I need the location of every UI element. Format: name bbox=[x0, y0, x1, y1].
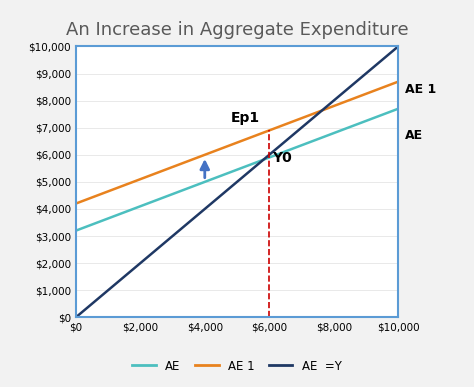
AE 1 bbox=[73, 201, 79, 206]
AE =Y bbox=[395, 44, 401, 49]
AE =Y bbox=[270, 149, 276, 154]
AE bbox=[264, 156, 270, 161]
AE =Y bbox=[74, 314, 80, 319]
AE 1 bbox=[264, 129, 270, 134]
Line: AE 1: AE 1 bbox=[76, 82, 398, 204]
AE 1 bbox=[345, 99, 350, 103]
AE 1 bbox=[270, 127, 276, 131]
Line: AE: AE bbox=[76, 109, 398, 231]
Title: An Increase in Aggregate Expenditure: An Increase in Aggregate Expenditure bbox=[66, 21, 408, 39]
Text: Ep1: Ep1 bbox=[230, 111, 260, 125]
Legend: AE, AE 1, AE  =Y: AE, AE 1, AE =Y bbox=[128, 355, 346, 377]
AE 1 bbox=[395, 79, 401, 84]
Text: AE: AE bbox=[405, 129, 423, 142]
AE bbox=[265, 156, 271, 160]
AE =Y bbox=[345, 87, 350, 91]
AE bbox=[395, 106, 401, 111]
AE bbox=[345, 126, 350, 130]
AE =Y bbox=[365, 70, 371, 74]
AE 1 bbox=[365, 91, 371, 95]
Text: AE 1: AE 1 bbox=[405, 82, 437, 96]
Line: AE =Y: AE =Y bbox=[76, 46, 398, 317]
AE 1 bbox=[265, 128, 271, 133]
AE =Y bbox=[264, 155, 270, 159]
AE bbox=[270, 154, 276, 158]
AE bbox=[365, 118, 371, 122]
AE 1 bbox=[74, 201, 80, 205]
AE bbox=[73, 228, 79, 233]
AE bbox=[74, 228, 80, 233]
AE =Y bbox=[73, 315, 79, 320]
AE =Y bbox=[265, 154, 271, 158]
Text: Y0: Y0 bbox=[273, 151, 292, 165]
